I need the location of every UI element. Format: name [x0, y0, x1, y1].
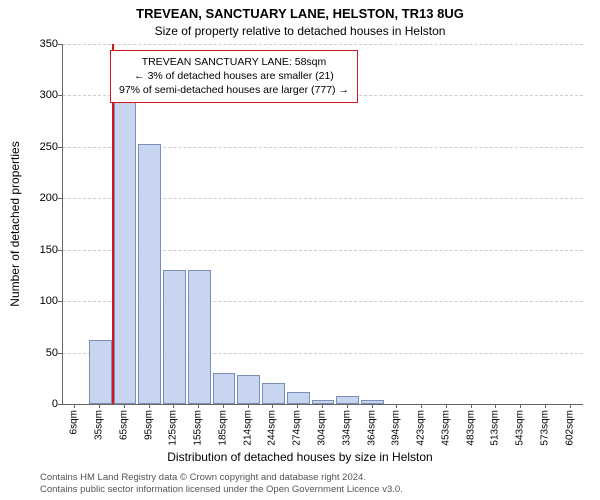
- x-tick-label: 155sqm: [193, 410, 204, 446]
- x-tick-label: 6sqm: [69, 410, 80, 434]
- x-tick-label: 602sqm: [564, 410, 575, 446]
- x-axis-label: Distribution of detached houses by size …: [0, 450, 600, 464]
- y-tick-label: 50: [18, 347, 58, 359]
- info-box-line-3: 97% of semi-detached houses are larger (…: [119, 83, 349, 97]
- x-tick-label: 483sqm: [465, 410, 476, 446]
- histogram-bar: [188, 270, 211, 404]
- x-tick-mark: [322, 404, 323, 408]
- y-tick-mark: [58, 147, 62, 148]
- chart-title-main: TREVEAN, SANCTUARY LANE, HELSTON, TR13 8…: [0, 6, 600, 21]
- histogram-bar: [89, 340, 112, 404]
- histogram-bar: [138, 144, 161, 404]
- x-tick-label: 453sqm: [440, 410, 451, 446]
- histogram-bar: [213, 373, 236, 404]
- footer-attribution: Contains HM Land Registry data © Crown c…: [40, 472, 403, 496]
- gridline: [63, 44, 583, 45]
- x-tick-mark: [124, 404, 125, 408]
- x-tick-mark: [421, 404, 422, 408]
- y-tick-label: 100: [18, 295, 58, 307]
- y-tick-mark: [58, 250, 62, 251]
- histogram-bar: [336, 396, 359, 404]
- chart-container: TREVEAN, SANCTUARY LANE, HELSTON, TR13 8…: [0, 0, 600, 500]
- y-tick-mark: [58, 198, 62, 199]
- x-tick-label: 573sqm: [539, 410, 550, 446]
- y-tick-mark: [58, 404, 62, 405]
- y-tick-mark: [58, 44, 62, 45]
- x-tick-label: 423sqm: [416, 410, 427, 446]
- y-tick-label: 200: [18, 192, 58, 204]
- info-box: TREVEAN SANCTUARY LANE: 58sqm← 3% of det…: [110, 50, 358, 103]
- x-tick-mark: [149, 404, 150, 408]
- x-tick-label: 95sqm: [143, 410, 154, 440]
- y-tick-mark: [58, 301, 62, 302]
- x-tick-label: 543sqm: [515, 410, 526, 446]
- x-tick-mark: [520, 404, 521, 408]
- y-tick-label: 350: [18, 38, 58, 50]
- footer-line-1: Contains HM Land Registry data © Crown c…: [40, 472, 403, 484]
- x-tick-mark: [372, 404, 373, 408]
- info-box-line-2: ← 3% of detached houses are smaller (21): [119, 69, 349, 83]
- x-tick-label: 65sqm: [118, 410, 129, 440]
- x-tick-label: 394sqm: [391, 410, 402, 446]
- x-tick-mark: [446, 404, 447, 408]
- chart-title-sub: Size of property relative to detached ho…: [0, 24, 600, 38]
- histogram-bar: [287, 392, 310, 404]
- x-tick-mark: [495, 404, 496, 408]
- histogram-bar: [114, 98, 137, 405]
- x-tick-label: 244sqm: [267, 410, 278, 446]
- x-tick-mark: [347, 404, 348, 408]
- x-tick-label: 304sqm: [317, 410, 328, 446]
- x-tick-label: 185sqm: [217, 410, 228, 446]
- x-tick-mark: [74, 404, 75, 408]
- x-tick-label: 125sqm: [168, 410, 179, 446]
- histogram-bar: [237, 375, 260, 404]
- x-tick-label: 274sqm: [292, 410, 303, 446]
- y-axis-label: Number of detached properties: [8, 141, 22, 306]
- histogram-bar: [163, 270, 186, 404]
- x-tick-mark: [223, 404, 224, 408]
- x-tick-mark: [248, 404, 249, 408]
- x-tick-mark: [198, 404, 199, 408]
- histogram-bar: [262, 383, 285, 404]
- y-tick-label: 300: [18, 89, 58, 101]
- x-tick-label: 513sqm: [490, 410, 501, 446]
- x-tick-label: 334sqm: [341, 410, 352, 446]
- x-tick-mark: [396, 404, 397, 408]
- x-tick-label: 214sqm: [242, 410, 253, 446]
- x-tick-mark: [272, 404, 273, 408]
- x-tick-mark: [545, 404, 546, 408]
- y-tick-label: 0: [18, 398, 58, 410]
- y-tick-mark: [58, 95, 62, 96]
- y-tick-label: 150: [18, 244, 58, 256]
- x-tick-mark: [99, 404, 100, 408]
- y-tick-mark: [58, 353, 62, 354]
- y-tick-label: 250: [18, 141, 58, 153]
- x-tick-mark: [297, 404, 298, 408]
- x-tick-label: 364sqm: [366, 410, 377, 446]
- x-tick-mark: [471, 404, 472, 408]
- x-tick-label: 35sqm: [94, 410, 105, 440]
- footer-line-2: Contains public sector information licen…: [40, 484, 403, 496]
- x-tick-mark: [570, 404, 571, 408]
- x-tick-mark: [173, 404, 174, 408]
- info-box-line-1: TREVEAN SANCTUARY LANE: 58sqm: [119, 55, 349, 69]
